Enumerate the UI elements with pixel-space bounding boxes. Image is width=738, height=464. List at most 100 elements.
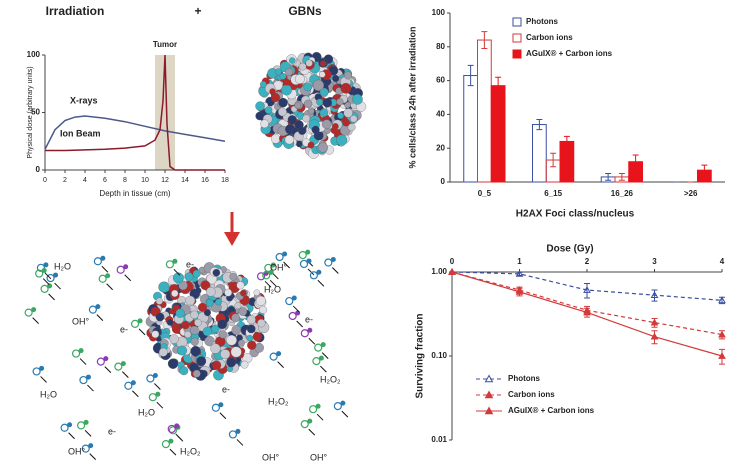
atom [302, 114, 311, 123]
atom [336, 134, 348, 146]
molecule [309, 271, 318, 280]
plus: + [194, 4, 201, 18]
atom [234, 302, 242, 310]
molecule [300, 420, 309, 429]
panel-title: GBNs [288, 4, 322, 18]
atom [287, 115, 297, 125]
atom [282, 78, 290, 86]
bar [559, 140, 575, 183]
molecule-arrow [79, 358, 87, 365]
legend-label: AGuIX® + Carbon ions [508, 406, 595, 415]
panel-title: Irradiation [46, 4, 105, 18]
atom [196, 356, 207, 367]
x-tick-label: 3 [652, 257, 657, 266]
molecule [320, 342, 326, 348]
atom [319, 108, 329, 117]
atom [171, 289, 179, 297]
atom [231, 325, 242, 335]
y-tick-label: 40 [436, 110, 445, 119]
atom [311, 125, 320, 134]
molecule [120, 361, 126, 367]
legend-swatch [512, 49, 522, 59]
atom [332, 123, 339, 130]
x-tick-label: >26 [684, 189, 698, 198]
atom [220, 349, 231, 360]
bar [490, 85, 506, 183]
molecule-arrow [264, 280, 272, 288]
molecule [340, 400, 346, 406]
molecule [275, 252, 284, 262]
molecule [305, 249, 311, 255]
x-tick-label: 4 [83, 177, 87, 184]
molecule [31, 307, 37, 313]
legend-swatch [512, 17, 522, 27]
molecule [298, 250, 307, 260]
atom [194, 318, 202, 327]
molecule [47, 283, 53, 289]
molecule [218, 402, 224, 408]
atom [260, 81, 267, 88]
atom [255, 295, 266, 306]
marker [515, 287, 524, 295]
tumor-region [155, 55, 175, 170]
molecule-arrow [32, 317, 39, 324]
species-label: e- [186, 259, 194, 269]
atom [289, 57, 296, 64]
x-tick-label: 6_15 [544, 189, 562, 198]
atom [255, 111, 264, 121]
y-tick-label: 80 [436, 42, 445, 51]
molecule-arrow [175, 433, 183, 441]
molecule-arrow [132, 390, 139, 398]
marker [650, 291, 659, 299]
x-tick-label: 16_26 [611, 189, 634, 198]
x-axis-label: Dose (Gy) [546, 244, 593, 255]
molecule-arrow [316, 413, 324, 421]
y-tick-label: 100 [27, 50, 41, 59]
molecule [32, 367, 41, 376]
molecule [41, 268, 47, 274]
atom [259, 305, 268, 314]
line [45, 54, 225, 171]
x-tick-label: 12 [161, 177, 169, 184]
legend-swatch [512, 33, 522, 43]
molecule [172, 258, 178, 264]
y-tick-label: 50 [31, 108, 40, 117]
molecule [307, 327, 313, 333]
molecule [124, 381, 133, 390]
molecule-arrow [48, 293, 55, 301]
atom [226, 334, 237, 346]
atom [184, 330, 192, 339]
atom [270, 93, 280, 103]
molecule-arrow [84, 430, 92, 437]
molecule-arrow [320, 365, 327, 373]
error-bar [550, 152, 557, 168]
atom [320, 60, 327, 67]
molecule [168, 426, 178, 435]
atom [206, 299, 214, 307]
x-tick-label: 14 [181, 177, 189, 184]
marker [650, 318, 659, 326]
atom [336, 98, 344, 106]
series-label: X-rays [70, 95, 98, 105]
molecule [315, 403, 321, 409]
molecule-arrow [44, 272, 52, 280]
atom [264, 106, 273, 114]
error-bar [618, 173, 625, 181]
atom [305, 59, 313, 67]
molecule-arrow [308, 428, 316, 436]
molecule [53, 272, 59, 278]
x-tick-label: 6 [103, 177, 107, 184]
molecule-arrow [341, 410, 349, 418]
atom [211, 360, 222, 370]
molecule [85, 374, 91, 380]
molecule [88, 305, 97, 314]
species-label: H₂O [138, 407, 155, 417]
species-label: H₂O₂ [180, 446, 201, 456]
molecule [270, 262, 276, 268]
molecule [276, 351, 282, 357]
molecule [81, 444, 90, 453]
molecule-arrow [296, 320, 304, 328]
atom [172, 272, 184, 284]
molecule [307, 418, 313, 424]
molecule [95, 304, 101, 310]
